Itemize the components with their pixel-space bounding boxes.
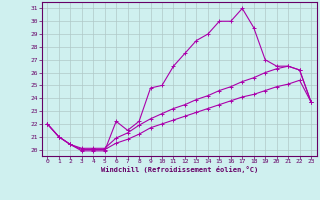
X-axis label: Windchill (Refroidissement éolien,°C): Windchill (Refroidissement éolien,°C) <box>100 166 258 173</box>
